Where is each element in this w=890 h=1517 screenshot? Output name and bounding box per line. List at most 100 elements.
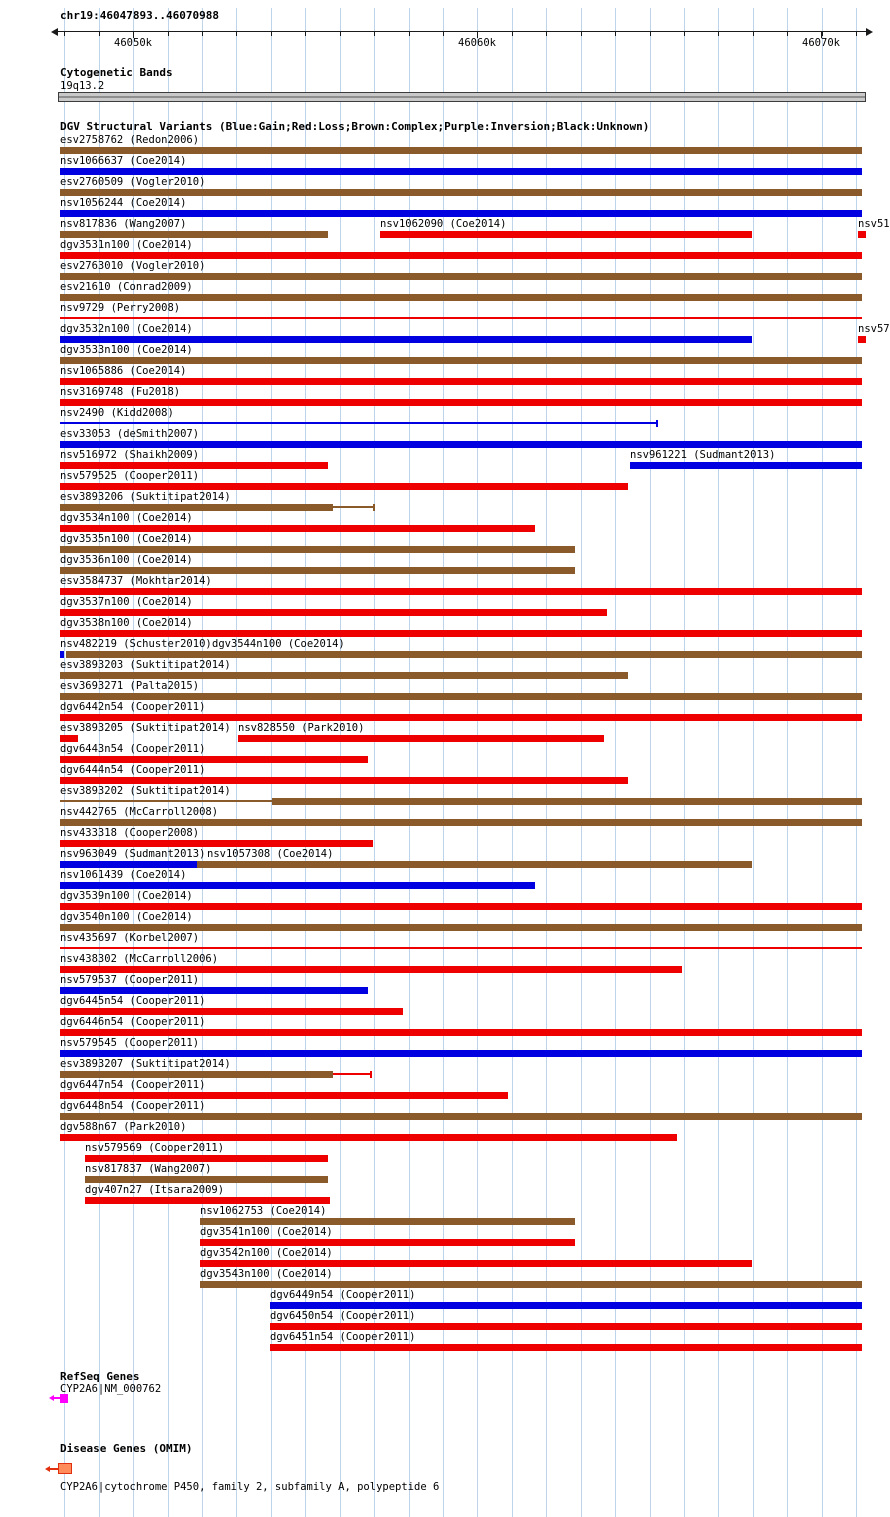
variant-label[interactable]: dgv3542n100 (Coe2014)	[200, 1247, 333, 1259]
variant-bar[interactable]	[858, 336, 866, 343]
variant-bar[interactable]	[270, 1302, 862, 1309]
variant-label[interactable]: dgv3541n100 (Coe2014)	[200, 1226, 333, 1238]
variant-bar[interactable]	[60, 462, 328, 469]
variant-label[interactable]: esv3584737 (Mokhtar2014)	[60, 575, 212, 587]
variant-label[interactable]: nsv579545 (Cooper2011)	[60, 1037, 200, 1049]
variant-label[interactable]: nsv51	[858, 218, 890, 230]
variant-bar[interactable]	[60, 231, 328, 238]
variant-label[interactable]: esv3893207 (Suktitipat2014)	[60, 1058, 231, 1070]
variant-bar[interactable]	[60, 609, 607, 616]
variant-bar[interactable]	[60, 1134, 677, 1141]
variant-label[interactable]: nsv828550 (Park2010)	[238, 722, 365, 734]
variant-label[interactable]: nsv963049 (Sudmant2013)	[60, 848, 206, 860]
variant-bar[interactable]	[200, 1260, 752, 1267]
variant-label[interactable]: esv33053 (deSmith2007)	[60, 428, 200, 440]
variant-bar[interactable]	[60, 903, 862, 910]
variant-label[interactable]: esv3893205 (Suktitipat2014)	[60, 722, 231, 734]
variant-bar[interactable]	[60, 756, 368, 763]
variant-bar[interactable]	[60, 378, 862, 385]
variant-line[interactable]	[60, 422, 657, 424]
variant-bar[interactable]	[60, 504, 333, 511]
variant-bar[interactable]	[60, 840, 373, 847]
variant-label[interactable]: dgv6450n54 (Cooper2011)	[270, 1310, 416, 1322]
variant-bar[interactable]	[60, 630, 862, 637]
variant-label[interactable]: nsv435697 (Korbel2007)	[60, 932, 200, 944]
variant-label[interactable]: nsv579537 (Cooper2011)	[60, 974, 200, 986]
variant-bar[interactable]	[85, 1197, 330, 1204]
variant-bar[interactable]	[60, 273, 862, 280]
variant-label[interactable]: esv3893206 (Suktitipat2014)	[60, 491, 231, 503]
variant-label[interactable]: nsv1061439 (Coe2014)	[60, 869, 187, 881]
variant-label[interactable]: dgv6451n54 (Cooper2011)	[270, 1331, 416, 1343]
variant-bar[interactable]	[60, 483, 628, 490]
variant-label[interactable]: dgv6445n54 (Cooper2011)	[60, 995, 206, 1007]
variant-bar[interactable]	[60, 546, 575, 553]
variant-label[interactable]: dgv3540n100 (Coe2014)	[60, 911, 193, 923]
variant-bar[interactable]	[60, 735, 78, 742]
variant-label[interactable]: esv2763010 (Vogler2010)	[60, 260, 206, 272]
variant-label[interactable]: dgv3537n100 (Coe2014)	[60, 596, 193, 608]
variant-bar[interactable]	[200, 1281, 862, 1288]
variant-label[interactable]: esv21610 (Conrad2009)	[60, 281, 193, 293]
refseq-gene-label[interactable]: CYP2A6|NM_000762	[60, 1383, 162, 1395]
variant-bar[interactable]	[60, 1029, 862, 1036]
variant-label[interactable]: dgv407n27 (Itsara2009)	[85, 1184, 225, 1196]
variant-label[interactable]: nsv1062753 (Coe2014)	[200, 1205, 327, 1217]
variant-line[interactable]	[333, 506, 374, 508]
variant-bar[interactable]	[60, 1092, 508, 1099]
variant-bar[interactable]	[60, 924, 862, 931]
variant-label[interactable]: nsv961221 (Sudmant2013)	[630, 449, 776, 461]
variant-bar[interactable]	[66, 651, 862, 658]
variant-label[interactable]: dgv3543n100 (Coe2014)	[200, 1268, 333, 1280]
variant-bar[interactable]	[270, 1323, 862, 1330]
variant-label[interactable]: dgv6443n54 (Cooper2011)	[60, 743, 206, 755]
variant-bar[interactable]	[197, 861, 752, 868]
variant-bar[interactable]	[60, 294, 862, 301]
variant-bar[interactable]	[60, 777, 628, 784]
variant-bar[interactable]	[60, 567, 575, 574]
variant-label[interactable]: nsv2490 (Kidd2008)	[60, 407, 174, 419]
variant-line[interactable]	[60, 800, 272, 802]
variant-bar[interactable]	[238, 735, 604, 742]
variant-bar[interactable]	[630, 462, 862, 469]
variant-bar[interactable]	[858, 231, 866, 238]
variant-label[interactable]: dgv6447n54 (Cooper2011)	[60, 1079, 206, 1091]
variant-label[interactable]: nsv9729 (Perry2008)	[60, 302, 181, 314]
variant-bar[interactable]	[60, 966, 682, 973]
variant-label[interactable]: nsv1062090 (Coe2014)	[380, 218, 507, 230]
variant-bar[interactable]	[85, 1176, 328, 1183]
variant-label[interactable]: nsv3169748 (Fu2018)	[60, 386, 181, 398]
variant-label[interactable]: dgv588n67 (Park2010)	[60, 1121, 187, 1133]
variant-label[interactable]: esv3693271 (Palta2015)	[60, 680, 200, 692]
variant-bar[interactable]	[60, 399, 862, 406]
variant-label[interactable]: dgv3544n100 (Coe2014)	[212, 638, 345, 650]
variant-bar[interactable]	[60, 882, 535, 889]
variant-bar[interactable]	[60, 525, 535, 532]
variant-bar[interactable]	[60, 693, 862, 700]
variant-label[interactable]: nsv579525 (Cooper2011)	[60, 470, 200, 482]
variant-label[interactable]: dgv6442n54 (Cooper2011)	[60, 701, 206, 713]
variant-bar[interactable]	[60, 987, 368, 994]
variant-label[interactable]: nsv817837 (Wang2007)	[85, 1163, 212, 1175]
variant-label[interactable]: esv3893203 (Suktitipat2014)	[60, 659, 231, 671]
variant-label[interactable]: dgv6448n54 (Cooper2011)	[60, 1100, 206, 1112]
variant-bar[interactable]	[60, 588, 862, 595]
variant-label[interactable]: dgv3534n100 (Coe2014)	[60, 512, 193, 524]
omim-gene-label[interactable]: CYP2A6|cytochrome P450, family 2, subfam…	[60, 1481, 440, 1493]
variant-label[interactable]: nsv433318 (Cooper2008)	[60, 827, 200, 839]
variant-label[interactable]: dgv6444n54 (Cooper2011)	[60, 764, 206, 776]
variant-label[interactable]: dgv6446n54 (Cooper2011)	[60, 1016, 206, 1028]
variant-label[interactable]: nsv1065886 (Coe2014)	[60, 365, 187, 377]
variant-label[interactable]: dgv6449n54 (Cooper2011)	[270, 1289, 416, 1301]
variant-bar[interactable]	[60, 672, 628, 679]
variant-line[interactable]	[60, 947, 862, 949]
variant-tick[interactable]	[373, 504, 375, 511]
variant-label[interactable]: nsv1056244 (Coe2014)	[60, 197, 187, 209]
variant-label[interactable]: nsv1066637 (Coe2014)	[60, 155, 187, 167]
variant-label[interactable]: nsv817836 (Wang2007)	[60, 218, 187, 230]
variant-bar[interactable]	[270, 1344, 862, 1351]
variant-bar[interactable]	[60, 1050, 862, 1057]
variant-bar[interactable]	[60, 714, 862, 721]
variant-bar[interactable]	[85, 1155, 328, 1162]
variant-label[interactable]: nsv57	[858, 323, 890, 335]
